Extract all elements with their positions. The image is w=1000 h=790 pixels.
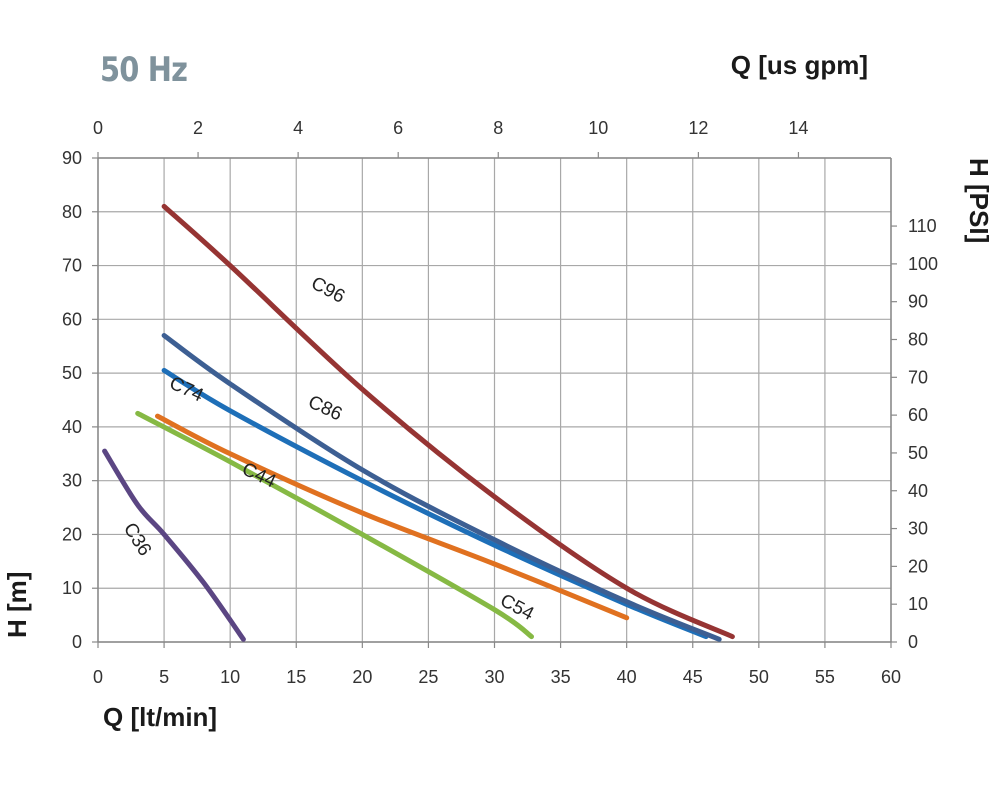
series-label-c36: C36 (119, 519, 155, 560)
x-tick-label: 20 (352, 667, 372, 687)
x-tick-label: 60 (881, 667, 901, 687)
x2-tick-label: 0 (93, 118, 103, 138)
x-tick-label: 0 (93, 667, 103, 687)
x-tick-label: 40 (617, 667, 637, 687)
series-line-c54 (155, 413, 630, 621)
x-tick-label: 30 (484, 667, 504, 687)
x-tick-label: 50 (749, 667, 769, 687)
x-tick-label: 15 (286, 667, 306, 687)
y-tick-label: 40 (62, 417, 82, 437)
y2-tick-label: 10 (908, 594, 928, 614)
series-line-c96 (161, 203, 735, 640)
x-tick-label: 55 (815, 667, 835, 687)
y2-tick-label: 20 (908, 556, 928, 576)
x2-tick-label: 2 (193, 118, 203, 138)
series-line-c36 (102, 448, 246, 642)
y-tick-label: 90 (62, 148, 82, 168)
y-tick-label: 10 (62, 578, 82, 598)
y2-tick-label: 40 (908, 481, 928, 501)
bottom-axis-title: Q [lt/min] (103, 702, 218, 732)
y2-tick-label: 0 (908, 632, 918, 652)
y2-tick-label: 50 (908, 443, 928, 463)
y-tick-label: 50 (62, 363, 82, 383)
x-tick-label: 45 (683, 667, 703, 687)
y-tick-label: 0 (72, 632, 82, 652)
series-label-c54: C54 (497, 590, 538, 625)
y2-tick-label: 60 (908, 405, 928, 425)
y2-tick-label: 90 (908, 292, 928, 312)
x2-tick-label: 10 (588, 118, 608, 138)
y2-tick-label: 110 (908, 216, 937, 236)
y-tick-label: 70 (62, 256, 82, 276)
x-tick-label: 5 (159, 667, 169, 687)
y-tick-label: 60 (62, 309, 82, 329)
series-line-c44 (135, 410, 534, 640)
y2-tick-label: 80 (908, 330, 928, 350)
y-tick-label: 20 (62, 524, 82, 544)
y2-tick-label: 30 (908, 519, 928, 539)
top-axis-title: Q [us gpm] (730, 50, 868, 80)
y2-tick-label: 70 (908, 367, 928, 387)
series-line-c74 (161, 367, 709, 640)
x2-tick-label: 14 (788, 118, 808, 138)
x2-tick-label: 6 (393, 118, 403, 138)
y2-tick-label: 100 (908, 254, 938, 274)
x2-tick-label: 4 (293, 118, 303, 138)
y-tick-label: 30 (62, 471, 82, 491)
x-tick-label: 35 (551, 667, 571, 687)
series-line-c86 (161, 333, 722, 642)
x-tick-label: 10 (220, 667, 240, 687)
x2-tick-label: 12 (688, 118, 708, 138)
series-label-c96: C96 (308, 273, 349, 308)
series-label-c86: C86 (305, 392, 345, 426)
y-tick-label: 80 (62, 202, 82, 222)
x-tick-label: 25 (418, 667, 438, 687)
x2-tick-label: 8 (493, 118, 503, 138)
series-label-c74: C74 (166, 373, 207, 407)
frequency-label: 50 Hz (100, 50, 188, 90)
